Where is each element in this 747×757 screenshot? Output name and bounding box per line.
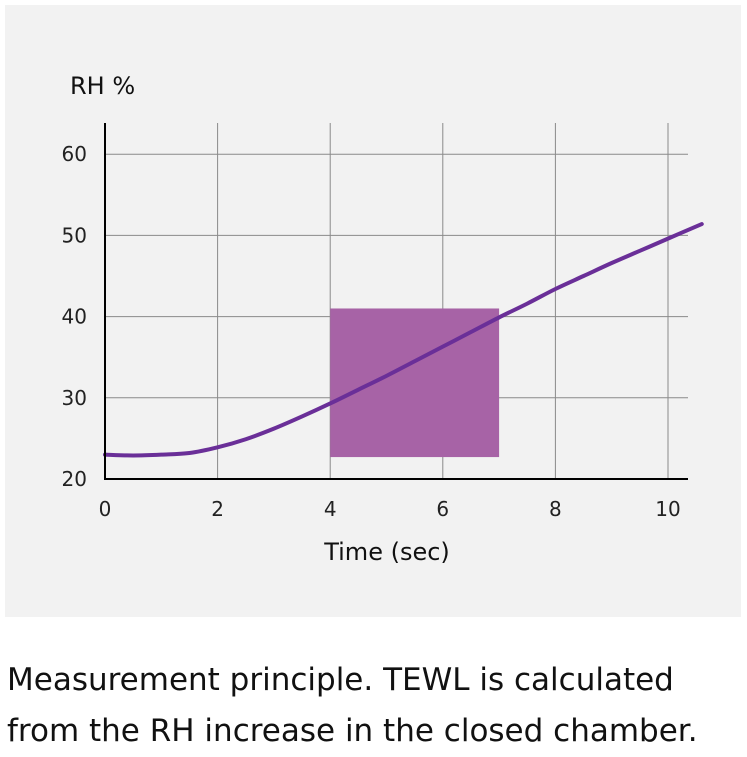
x-tick-label: 8 xyxy=(549,497,562,521)
x-tick-label: 2 xyxy=(211,497,224,521)
y-axis-label: RH % xyxy=(70,72,135,100)
y-tick-labels: 20 30 40 50 60 xyxy=(62,142,87,491)
caption-line-2: from the RH increase in the closed chamb… xyxy=(7,713,698,749)
x-tick-label: 10 xyxy=(655,497,680,521)
x-tick-label: 6 xyxy=(436,497,449,521)
rh-chart: 20 30 40 50 60 0 2 4 6 8 10 RH % Time (sec) xyxy=(62,72,704,566)
caption-line-1: Measurement principle. TEWL is calculate… xyxy=(7,662,674,698)
x-tick-label: 0 xyxy=(99,497,112,521)
x-axis-label: Time (sec) xyxy=(323,538,450,566)
y-tick-label: 40 xyxy=(62,305,87,329)
x-tick-label: 4 xyxy=(324,497,337,521)
caption: Measurement principle. TEWL is calculate… xyxy=(7,655,742,757)
y-tick-label: 30 xyxy=(62,386,87,410)
rh-series-line xyxy=(103,222,704,458)
x-tick-labels: 0 2 4 6 8 10 xyxy=(99,497,681,521)
y-tick-label: 50 xyxy=(62,223,87,247)
y-tick-label: 60 xyxy=(62,142,87,166)
y-tick-label: 20 xyxy=(62,467,87,491)
